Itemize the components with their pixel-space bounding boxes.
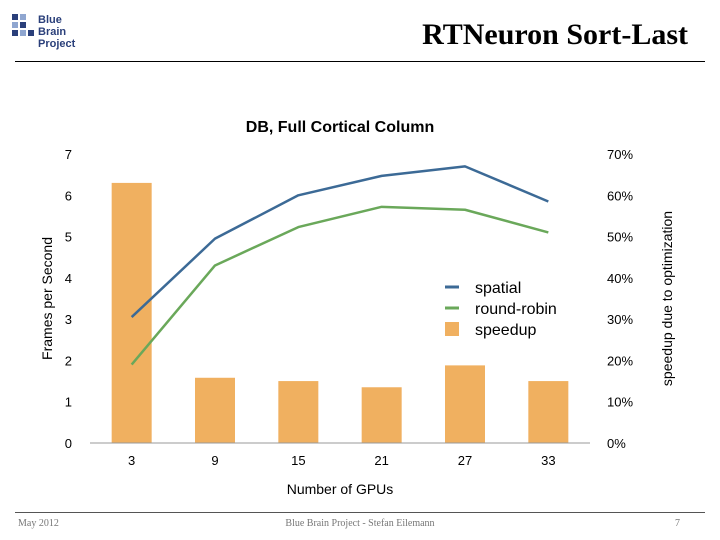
page-number: 7 bbox=[675, 518, 680, 529]
y-tick-label-2: 2 bbox=[65, 353, 72, 368]
line-round-robin bbox=[130, 205, 549, 366]
legend-label-spatial: spatial bbox=[475, 280, 521, 297]
logo-line-3: Project bbox=[38, 38, 76, 50]
logo-text: Blue Brain Project bbox=[38, 14, 75, 50]
bar-speedup-33 bbox=[528, 381, 569, 443]
slide-title: RTNeuron Sort-Last bbox=[422, 18, 688, 51]
y2-tick-label-1: 10% bbox=[607, 395, 633, 410]
x-tick-label-33: 33 bbox=[541, 453, 555, 468]
y2-tick-label-2: 20% bbox=[607, 353, 633, 368]
legend-label-speedup: speedup bbox=[475, 322, 536, 339]
footer-date: May 2012 bbox=[18, 518, 59, 529]
footer-divider bbox=[15, 512, 705, 513]
y2-tick-label-5: 50% bbox=[607, 230, 633, 245]
bar-speedup-15 bbox=[278, 381, 319, 443]
logo-line-1: Blue bbox=[38, 14, 62, 26]
footer-author: Blue Brain Project - Stefan Eilemann bbox=[285, 518, 435, 529]
x-axis-label: Number of GPUs bbox=[287, 481, 394, 497]
y-tick-label-3: 3 bbox=[65, 312, 72, 327]
legend-label-round-robin: round-robin bbox=[475, 301, 557, 318]
legend-swatch-speedup bbox=[445, 322, 459, 336]
y-axis-label: Frames per Second bbox=[39, 237, 55, 360]
bar-speedup-21 bbox=[361, 387, 402, 443]
bar-speedup-3 bbox=[111, 182, 152, 443]
logo-line-2: Brain bbox=[38, 26, 67, 38]
x-tick-label-9: 9 bbox=[211, 453, 218, 468]
y-tick-label-4: 4 bbox=[65, 271, 72, 286]
x-tick-label-15: 15 bbox=[291, 453, 305, 468]
x-tick-label-21: 21 bbox=[374, 453, 388, 468]
line-spatial bbox=[130, 165, 549, 318]
y2-tick-label-6: 60% bbox=[607, 188, 633, 203]
y2-tick-label-3: 30% bbox=[607, 312, 633, 327]
y-tick-label-6: 6 bbox=[65, 188, 72, 203]
x-tick-label-27: 27 bbox=[458, 453, 472, 468]
y-tick-label-0: 0 bbox=[65, 436, 72, 451]
y2-axis-label: speedup due to optimization bbox=[659, 211, 675, 386]
logo-grid-icon bbox=[12, 14, 34, 36]
y-tick-label-1: 1 bbox=[65, 395, 72, 410]
blue-brain-logo: Blue Brain Project bbox=[10, 10, 90, 54]
bar-speedup-9 bbox=[195, 377, 235, 443]
y2-tick-label-0: 0% bbox=[607, 436, 626, 451]
y2-tick-label-4: 40% bbox=[607, 271, 633, 286]
header-divider bbox=[15, 61, 705, 62]
y2-tick-label-7: 70% bbox=[607, 147, 633, 162]
chart-title: DB, Full Cortical Column bbox=[246, 119, 434, 136]
x-tick-label-3: 3 bbox=[128, 453, 135, 468]
y-tick-label-7: 7 bbox=[65, 147, 72, 162]
bar-speedup-27 bbox=[445, 365, 485, 443]
y-tick-label-5: 5 bbox=[65, 230, 72, 245]
